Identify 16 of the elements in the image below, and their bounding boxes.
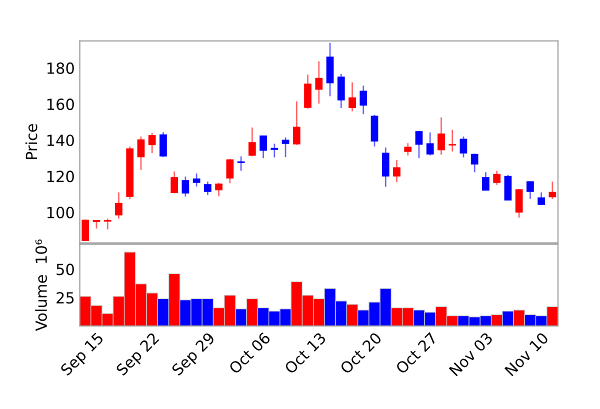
x-tick-label: Oct 27 (395, 332, 438, 374)
x-tick-label: Sep 15 (60, 332, 106, 378)
y-axis-title: Price (25, 124, 38, 160)
x-tick-label: Oct 20 (339, 332, 382, 374)
y-tick-label: 100 (47, 206, 74, 218)
x-tick-label: Oct 13 (284, 332, 326, 374)
y-tick-label: 180 (47, 62, 74, 74)
y-tick-label: 120 (47, 170, 74, 182)
y-tick-label: 50 (56, 264, 74, 276)
y-tick-label: 25 (56, 292, 74, 304)
y-axis-title: Volume 10⁶ (35, 240, 47, 332)
x-tick-label: Oct 06 (228, 332, 271, 374)
y-tick-label: 140 (47, 134, 74, 146)
y-tick-label: 160 (47, 98, 74, 110)
x-tick-label: Sep 29 (171, 332, 218, 378)
x-tick-label: Sep 22 (115, 332, 162, 378)
